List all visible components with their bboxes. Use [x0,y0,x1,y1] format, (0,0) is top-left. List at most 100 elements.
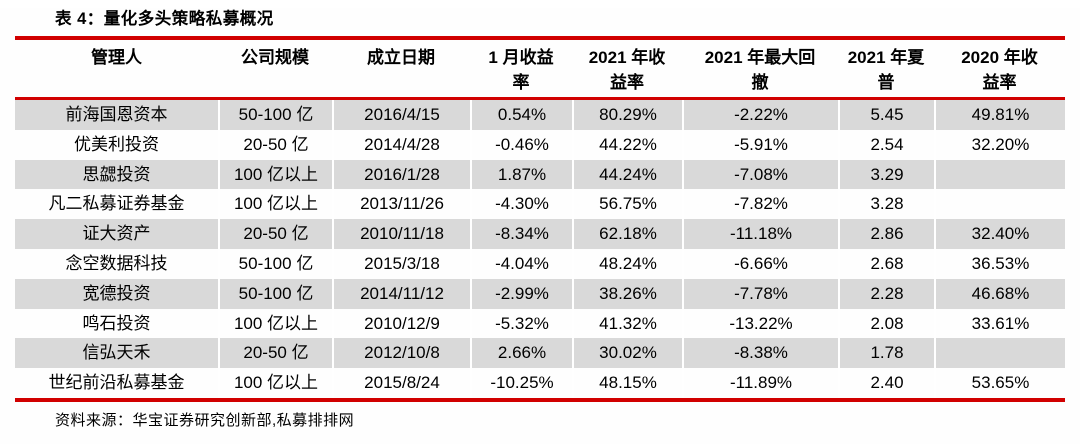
cell-manager: 宽德投资 [82,283,151,303]
cell-scale: 100 亿以上 [218,308,332,339]
cell-founded: 2014/4/28 [332,129,470,160]
cell-2021-sharpe: 2.68 [838,248,934,279]
cell-2020-return [934,338,1065,369]
cell-2021-return: 44.24% [572,159,682,190]
cell-2021-drawdown: -13.22% [682,308,838,339]
cell-manager: 前海国恩资本 [65,105,168,124]
cell-2021-drawdown: -8.38% [682,338,838,369]
cell-scale: 50-100 亿 [218,278,332,309]
cell-2020-return: 49.81% [934,100,1065,130]
cell-2021-drawdown: -11.89% [682,368,838,398]
cell-2020-return: 46.68% [934,278,1065,309]
cell-scale: 20-50 亿 [218,219,332,249]
cell-2021-sharpe: 2.28 [838,278,934,309]
cell-2021-sharpe: 5.45 [838,100,934,130]
cell-2021-return: 30.02% [572,338,682,369]
cell-2021-return: 62.18% [572,219,682,249]
column-header-2021-sharpe: 2021 年夏 普 [847,48,925,92]
cell-manager: 思勰投资 [82,164,151,184]
cell-2020-return [934,189,1065,220]
cell-2020-return: 32.20% [934,129,1065,160]
cell-jan-return: -2.99% [470,278,572,309]
cell-2020-return [934,159,1065,190]
fund-table: 管理人 公司规模 成立日期 1 月收益 率 2021 年收 益率 2021 年最… [15,36,1065,402]
cell-2021-drawdown: -5.91% [682,129,838,160]
table-row: 世纪前沿私募基金 100 亿以上 2015/8/24 -10.25% 48.15… [15,368,1065,398]
table-row: 凡二私募证券基金 100 亿以上 2013/11/26 -4.30% 56.75… [15,189,1065,220]
cell-jan-return: 2.66% [470,338,572,369]
cell-2020-return: 36.53% [934,248,1065,279]
cell-founded: 2010/12/9 [332,308,470,339]
cell-founded: 2014/11/12 [332,278,470,309]
cell-2021-return: 38.26% [572,278,682,309]
cell-scale: 100 亿以上 [218,368,332,398]
cell-manager: 世纪前沿私募基金 [48,373,185,393]
cell-founded: 2013/11/26 [332,189,470,220]
cell-2021-sharpe: 2.54 [838,129,934,160]
cell-founded: 2015/8/24 [332,368,470,398]
table-row: 信弘天禾 20-50 亿 2012/10/8 2.66% 30.02% -8.3… [15,338,1065,369]
cell-manager: 信弘天禾 [82,343,151,363]
cell-jan-return: 1.87% [470,159,572,190]
cell-2021-drawdown: -6.66% [682,248,838,279]
cell-2020-return: 32.40% [934,219,1065,249]
column-header-2020-return: 2020 年收 益率 [961,48,1038,92]
cell-2020-return: 53.65% [934,368,1065,398]
cell-jan-return: -10.25% [470,368,572,398]
cell-scale: 50-100 亿 [218,100,332,130]
cell-2021-sharpe: 1.78 [838,338,934,369]
cell-scale: 20-50 亿 [218,129,332,160]
column-header-founded: 成立日期 [367,48,435,67]
cell-2021-drawdown: -11.18% [682,219,838,249]
cell-2021-sharpe: 2.86 [838,219,934,249]
table-header-row: 管理人 公司规模 成立日期 1 月收益 率 2021 年收 益率 2021 年最… [15,40,1065,97]
cell-jan-return: -0.46% [470,129,572,160]
cell-2021-sharpe: 2.40 [838,368,934,398]
cell-founded: 2016/1/28 [332,159,470,190]
cell-jan-return: -8.34% [470,219,572,249]
cell-manager: 凡二私募证券基金 [48,194,185,214]
cell-jan-return: -5.32% [470,308,572,339]
cell-2021-return: 41.32% [572,308,682,339]
table-row: 宽德投资 50-100 亿 2014/11/12 -2.99% 38.26% -… [15,278,1065,309]
table-row: 前海国恩资本 50-100 亿 2016/4/15 0.54% 80.29% -… [15,100,1065,130]
table-row: 证大资产 20-50 亿 2010/11/18 -8.34% 62.18% -1… [15,219,1065,249]
cell-founded: 2016/4/15 [332,100,470,130]
cell-founded: 2010/11/18 [332,219,470,249]
cell-jan-return: -4.30% [470,189,572,220]
table-row: 念空数据科技 50-100 亿 2015/3/18 -4.04% 48.24% … [15,248,1065,279]
cell-2021-sharpe: 3.29 [838,159,934,190]
cell-2021-drawdown: -2.22% [682,100,838,130]
source-note: 资料来源：华宝证券研究创新部,私募排排网 [55,411,355,429]
cell-founded: 2015/3/18 [332,248,470,279]
table-title: 表 4：量化多头策略私募概况 [55,10,274,28]
table-row: 思勰投资 100 亿以上 2016/1/28 1.87% 44.24% -7.0… [15,159,1065,190]
top-rule [15,36,1065,40]
cell-2021-drawdown: -7.78% [682,278,838,309]
cell-manager: 念空数据科技 [65,253,168,273]
header-divider-rule [15,97,1065,100]
bottom-rule [15,397,1065,402]
cell-2021-return: 48.24% [572,248,682,279]
table-row: 鸣石投资 100 亿以上 2010/12/9 -5.32% 41.32% -13… [15,308,1065,339]
cell-2021-drawdown: -7.82% [682,189,838,220]
cell-scale: 50-100 亿 [218,248,332,279]
cell-jan-return: -4.04% [470,248,572,279]
column-header-scale: 公司规模 [241,48,309,67]
table-row: 优美利投资 20-50 亿 2014/4/28 -0.46% 44.22% -5… [15,129,1065,160]
cell-2021-sharpe: 2.08 [838,308,934,339]
cell-scale: 100 亿以上 [218,189,332,220]
cell-jan-return: 0.54% [470,100,572,130]
cell-2020-return: 33.61% [934,308,1065,339]
column-header-jan-return: 1 月收益 率 [488,48,554,92]
table-body: 前海国恩资本 50-100 亿 2016/4/15 0.54% 80.29% -… [15,100,1065,398]
column-header-manager: 管理人 [91,48,142,67]
cell-2021-return: 44.22% [572,129,682,160]
cell-manager: 优美利投资 [74,134,159,154]
cell-scale: 20-50 亿 [218,338,332,369]
report-table-figure: 表 4：量化多头策略私募概况 管理人 公司规模 成立日期 1 月收益 率 202… [0,8,1080,444]
cell-founded: 2012/10/8 [332,338,470,369]
cell-manager: 鸣石投资 [82,313,151,333]
column-header-2021-return: 2021 年收 益率 [588,48,666,92]
cell-manager: 证大资产 [82,224,151,244]
